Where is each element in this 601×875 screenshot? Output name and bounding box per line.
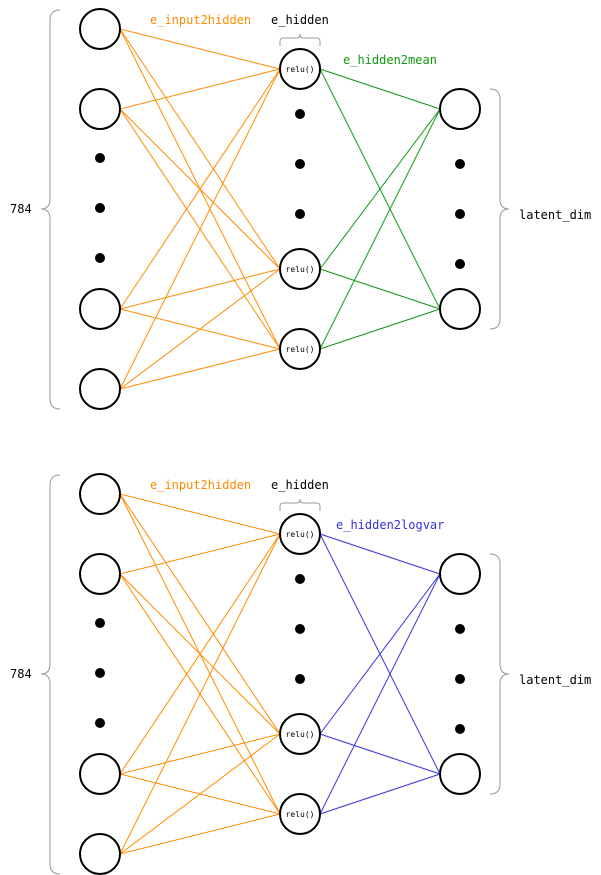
hidden-output-edge (319, 108, 441, 270)
ellipsis-dot (455, 259, 465, 269)
hidden-output-edge (319, 533, 441, 575)
output-neuron (439, 553, 481, 595)
input-hidden-edge (119, 68, 281, 390)
hidden-layer-brace (279, 33, 321, 46)
ellipsis-dot (95, 153, 105, 163)
input-layer-brace (40, 474, 61, 875)
ellipsis-dot (295, 159, 305, 169)
input-hidden-edge (119, 28, 281, 270)
hidden-neuron (279, 793, 321, 835)
input-hidden-edge (119, 68, 281, 310)
ellipsis-dot (295, 109, 305, 119)
ellipsis-dot (95, 618, 105, 628)
input-hidden-edge (119, 533, 281, 575)
input-count-label: 784 (10, 667, 32, 681)
ellipsis-dot (295, 624, 305, 634)
panel-logvar: 784 e_input2hidden e_hidden e_hidden2log… (10, 473, 591, 875)
ellipsis-dot (455, 159, 465, 169)
hidden-output-edge (319, 733, 441, 775)
ellipsis-dot (295, 674, 305, 684)
input-hidden-edge (119, 28, 281, 70)
hidden-layer-label: e_hidden (271, 478, 329, 492)
input-neuron (79, 753, 121, 795)
input-count-label: 784 (10, 202, 32, 216)
hidden-output-edge (319, 108, 441, 350)
ellipsis-dot (95, 253, 105, 263)
input-hidden-edge (119, 813, 281, 855)
ellipsis-dot (455, 674, 465, 684)
input-hidden-edge (119, 268, 281, 390)
input-hidden-edge (119, 733, 281, 775)
hidden-to-logvar-edges (319, 533, 441, 815)
input-layer-brace (40, 9, 61, 410)
hidden-output-edge (319, 308, 441, 350)
input-hidden-edge (119, 493, 281, 535)
input-hidden-edge (119, 268, 281, 310)
hidden-output-edge (319, 773, 441, 815)
output-layer-brace (489, 553, 510, 795)
output-layer-brace (489, 88, 510, 330)
input-neuron (79, 473, 121, 515)
input-hidden-edge (119, 493, 281, 735)
ellipsis-dot (295, 574, 305, 584)
hidden-neuron (279, 513, 321, 555)
ellipsis-dot (455, 624, 465, 634)
hidden-output-edge (319, 68, 441, 110)
input-to-hidden-edges (119, 493, 281, 855)
output-neuron (439, 753, 481, 795)
input-hidden-edge (119, 533, 281, 855)
panel-mean: 784 e_input2hidden e_hidden e_hidden2mea… (10, 8, 591, 410)
hidden-neuron (279, 713, 321, 755)
ellipsis-dot (455, 209, 465, 219)
input-neuron (79, 553, 121, 595)
hidden-layer-brace (279, 498, 321, 511)
relu-label: relu() (286, 530, 315, 539)
output-neuron (439, 288, 481, 330)
relu-label: relu() (286, 730, 315, 739)
input-neuron (79, 88, 121, 130)
hidden2logvar-label: e_hidden2logvar (336, 518, 444, 532)
input-neuron (79, 368, 121, 410)
relu-label: relu() (286, 810, 315, 819)
relu-label: relu() (286, 345, 315, 354)
ellipsis-dot (455, 724, 465, 734)
input-hidden-edge (119, 733, 281, 855)
relu-label: relu() (286, 65, 315, 74)
latent-dim-label: latent_dim (519, 208, 591, 222)
hidden-to-mean-edges (319, 68, 441, 350)
hidden-layer-label: e_hidden (271, 13, 329, 27)
input-hidden-edge (119, 533, 281, 775)
latent-dim-label: latent_dim (519, 673, 591, 687)
ellipsis-dot (295, 209, 305, 219)
hidden-neuron (279, 48, 321, 90)
input-hidden-edge (119, 348, 281, 390)
input-to-hidden-edges (119, 28, 281, 390)
hidden-output-edge (319, 268, 441, 310)
input-neuron (79, 8, 121, 50)
ellipsis-dot (95, 718, 105, 728)
hidden-neuron (279, 248, 321, 290)
hidden-output-edge (319, 573, 441, 735)
input2hidden-label: e_input2hidden (150, 13, 251, 27)
output-neuron (439, 88, 481, 130)
input-neuron (79, 833, 121, 875)
ellipsis-dot (95, 668, 105, 678)
input-hidden-edge (119, 68, 281, 110)
hidden-output-edge (319, 573, 441, 815)
input-neuron (79, 288, 121, 330)
ellipsis-dot (95, 203, 105, 213)
hidden2mean-label: e_hidden2mean (343, 53, 437, 67)
relu-label: relu() (286, 265, 315, 274)
input2hidden-label: e_input2hidden (150, 478, 251, 492)
hidden-neuron (279, 328, 321, 370)
